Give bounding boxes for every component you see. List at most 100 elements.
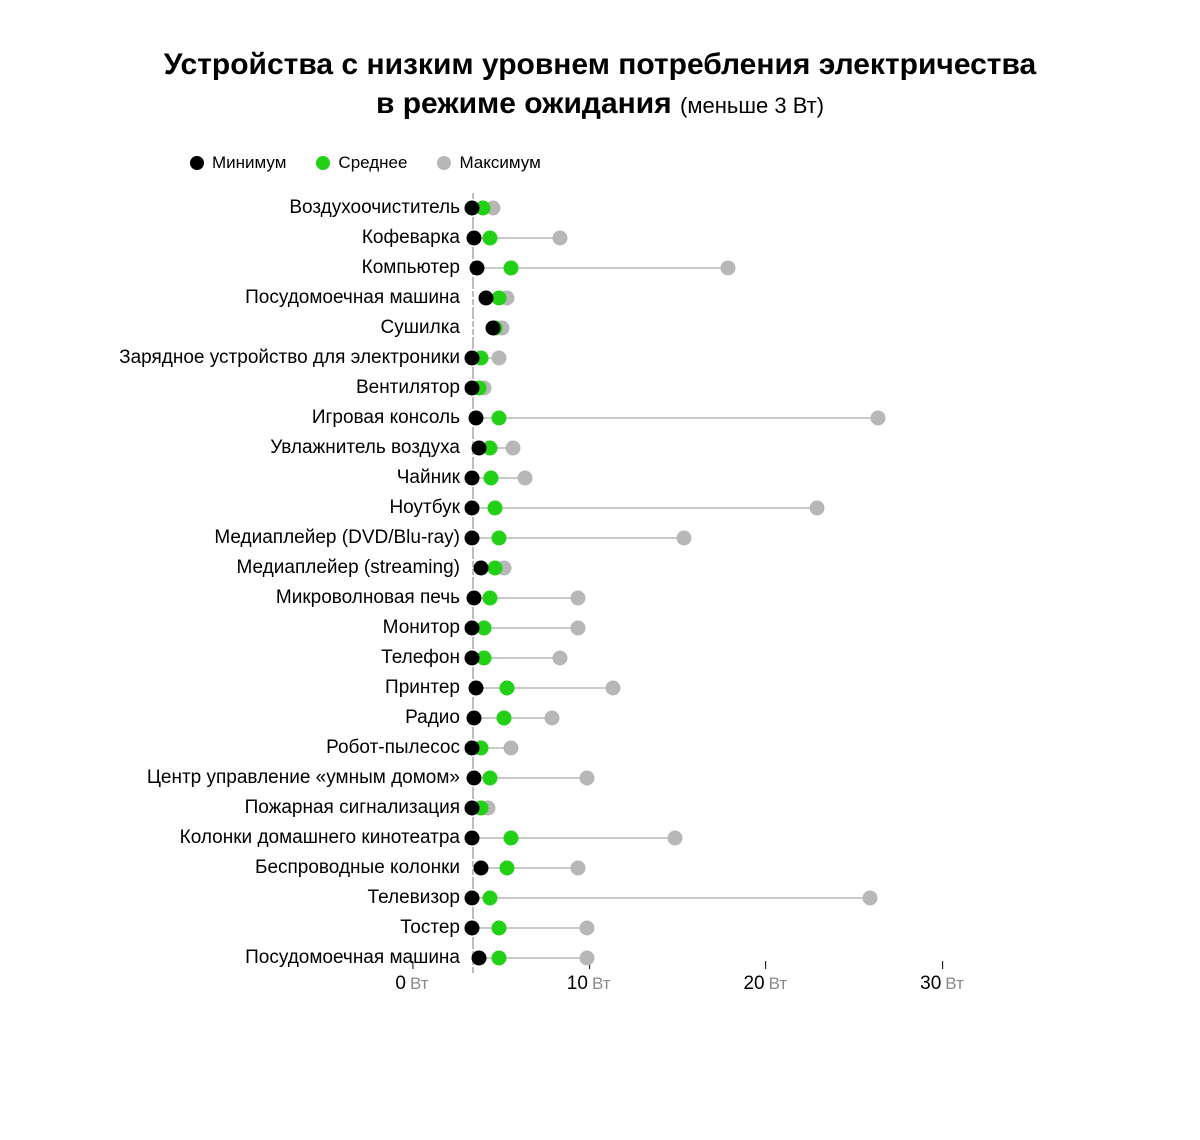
chart-row: Пожарная сигнализация: [60, 793, 1060, 823]
dot-avg: [491, 411, 506, 426]
row-track: [472, 463, 1060, 493]
x-tick-unit: Вт: [945, 974, 964, 994]
dot-min: [465, 501, 480, 516]
dot-max: [579, 921, 594, 936]
x-tick-mark: [412, 961, 413, 969]
dot-max: [606, 681, 621, 696]
row-label: Кофеварка: [60, 227, 472, 249]
range-line: [476, 417, 879, 419]
dot-max: [809, 501, 824, 516]
chart-row: Сушилка: [60, 313, 1060, 343]
row-track: [472, 853, 1060, 883]
row-label: Чайник: [60, 467, 472, 489]
chart-row: Воздухоочиститель: [60, 193, 1060, 223]
x-tick-value: 10: [567, 973, 588, 995]
chart-row: Беспроводные колонки: [60, 853, 1060, 883]
dot-min: [472, 951, 487, 966]
chart-row: Посудомоечная машина: [60, 943, 1060, 973]
row-track: [472, 643, 1060, 673]
legend-item-min: Минимум: [190, 153, 286, 173]
row-label: Монитор: [60, 617, 472, 639]
range-line: [472, 897, 870, 899]
dot-max: [491, 351, 506, 366]
dot-max: [571, 861, 586, 876]
x-tick-value: 20: [743, 973, 764, 995]
chart-row: Тостер: [60, 913, 1060, 943]
row-label: Телевизор: [60, 887, 472, 909]
range-line: [472, 507, 817, 509]
dot-min: [466, 591, 481, 606]
row-label: Беспроводные колонки: [60, 857, 472, 879]
dot-min: [465, 921, 480, 936]
title-line1: Устройства с низким уровнем потребления …: [164, 48, 1036, 81]
row-label: Тостер: [60, 917, 472, 939]
range-line: [472, 927, 587, 929]
dot-min: [468, 681, 483, 696]
chart-row: Чайник: [60, 463, 1060, 493]
dot-min: [465, 621, 480, 636]
chart-row: Принтер: [60, 673, 1060, 703]
row-track: [472, 883, 1060, 913]
chart-row: Радио: [60, 703, 1060, 733]
row-track: [472, 403, 1060, 433]
dot-min: [465, 741, 480, 756]
row-track: [472, 193, 1060, 223]
dot-max: [503, 741, 518, 756]
dot-max: [862, 891, 877, 906]
chart-container: Устройства с низким уровнем потребления …: [0, 0, 1200, 1140]
row-track: [472, 373, 1060, 403]
row-track: [472, 523, 1060, 553]
dot-max: [505, 441, 520, 456]
row-label: Увлажнитель воздуха: [60, 437, 472, 459]
row-label: Колонки домашнего кинотеатра: [60, 827, 472, 849]
dot-max: [571, 621, 586, 636]
row-track: [472, 493, 1060, 523]
dot-max: [579, 771, 594, 786]
dot-avg: [487, 561, 502, 576]
dot-avg: [500, 861, 515, 876]
chart-row: Телевизор: [60, 883, 1060, 913]
row-label: Центр управление «умным домом»: [60, 767, 472, 789]
dot-avg: [500, 681, 515, 696]
row-label: Игровая консоль: [60, 407, 472, 429]
row-track: [472, 433, 1060, 463]
dot-avg: [496, 711, 511, 726]
dot-min: [470, 261, 485, 276]
row-track: [472, 253, 1060, 283]
dot-avg: [503, 261, 518, 276]
row-track: [472, 913, 1060, 943]
chart-row: Телефон: [60, 643, 1060, 673]
dot-min: [473, 561, 488, 576]
x-tick-unit: Вт: [592, 974, 611, 994]
dot-avg: [491, 531, 506, 546]
title-line2a: в режиме ожидания: [376, 87, 672, 120]
row-track: [472, 703, 1060, 733]
row-label: Радио: [60, 707, 472, 729]
row-label: Компьютер: [60, 257, 472, 279]
x-axis: 0Вт10Вт20Вт30Вт: [412, 973, 1200, 1023]
row-label: Вентилятор: [60, 377, 472, 399]
dot-min: [473, 861, 488, 876]
row-label: Робот-пылесос: [60, 737, 472, 759]
x-tick-mark: [765, 961, 766, 969]
zero-line: [472, 313, 474, 343]
dot-max: [721, 261, 736, 276]
dot-avg: [491, 951, 506, 966]
dot-max: [668, 831, 683, 846]
dot-min: [472, 441, 487, 456]
dot-min: [465, 651, 480, 666]
dot-avg: [482, 891, 497, 906]
dot-min: [465, 201, 480, 216]
dot-min: [465, 351, 480, 366]
row-track: [472, 583, 1060, 613]
x-tick-value: 30: [920, 973, 941, 995]
row-track: [472, 823, 1060, 853]
legend-swatch-max: [437, 156, 451, 170]
x-tick: 20Вт: [743, 973, 787, 995]
range-line: [474, 717, 552, 719]
dot-min: [468, 411, 483, 426]
legend-label-avg: Среднее: [338, 153, 407, 173]
row-track: [472, 793, 1060, 823]
row-label: Ноутбук: [60, 497, 472, 519]
row-label: Посудомоечная машина: [60, 287, 472, 309]
